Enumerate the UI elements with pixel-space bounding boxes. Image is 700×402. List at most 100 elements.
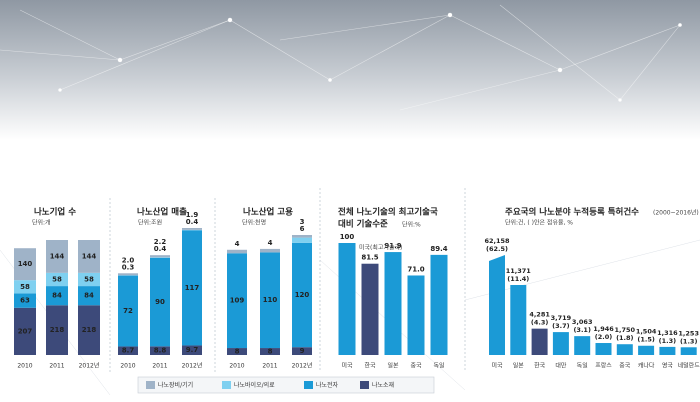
bar-segment [292, 235, 312, 238]
value-label: 0.4 [154, 245, 167, 253]
value-label: 144 [82, 252, 97, 260]
legend-label: 나노장비/기기 [158, 381, 193, 389]
share-label: (1.8) [616, 334, 633, 342]
bar-segment [227, 249, 247, 254]
x-tick-label: 독일 [433, 362, 444, 370]
value-label: 4 [268, 239, 273, 247]
bar-segment [46, 272, 68, 287]
bar-segment [118, 275, 138, 347]
value-label: 84 [84, 292, 94, 300]
chart-unit: 단위:조원 [138, 219, 162, 227]
bar-segment [46, 305, 68, 355]
bar-segment [292, 242, 312, 348]
bar-segment [78, 286, 100, 306]
value-label: 4,281 [529, 311, 550, 319]
chart-title: 나노산업 매출 [137, 207, 187, 218]
bar-segment [150, 257, 170, 347]
value-label: 63 [20, 297, 30, 305]
value-label: 8 [235, 348, 240, 356]
value-label: 8.7 [122, 347, 135, 355]
bar-segment [78, 272, 100, 287]
value-label: 6 [300, 225, 305, 233]
bar [680, 347, 697, 355]
value-label: 4 [235, 240, 240, 248]
panel-dividers [109, 188, 466, 372]
value-label: 11,371 [506, 267, 532, 275]
value-label: 2.2 [154, 238, 167, 246]
value-label: 1,750 [615, 326, 636, 334]
chart-title: 전체 나노기술의 최고기술국 [338, 207, 438, 218]
x-tick-label: 일본 [513, 362, 525, 370]
chart-title: 주요국의 나노분야 누적등록 특허건수 [505, 207, 639, 218]
bar-segment [150, 255, 170, 258]
bar [616, 344, 633, 355]
value-label: 9 [300, 347, 305, 355]
value-label: 72 [123, 307, 133, 315]
chart-unit: 단위:건, ( )안은 점유율, % [505, 219, 573, 227]
value-label: 144 [50, 252, 65, 260]
value-label: 58 [52, 275, 62, 283]
value-label: 117 [185, 284, 200, 292]
share-label: (1.3) [680, 337, 697, 345]
x-tick-label: 영국 [662, 362, 674, 370]
share-label: (3.1) [573, 326, 590, 334]
bar-segment [227, 348, 247, 355]
value-label: 90 [155, 298, 165, 306]
x-tick-label: 중국 [410, 363, 422, 370]
bar-segment [182, 230, 202, 346]
value-label: 1,946 [593, 325, 614, 333]
bar [384, 252, 402, 355]
bar-segment [14, 293, 36, 308]
value-label: 1,504 [636, 328, 657, 336]
bar-segment [150, 346, 170, 355]
chart-subtitle: (2000~2016년) [653, 209, 699, 217]
bar-segment [227, 253, 247, 349]
bar [510, 285, 527, 355]
chart-unit: 단위:개 [32, 219, 51, 227]
value-label: 89.4 [430, 245, 447, 253]
bar-segment [14, 248, 36, 281]
x-tick-label: 미국 [491, 362, 503, 370]
x-tick-label: 미국 [341, 362, 353, 370]
bar [407, 275, 425, 355]
value-label: 1.9 [186, 211, 199, 219]
bar [430, 254, 448, 355]
value-label: 81.5 [361, 254, 378, 262]
value-label: 2.0 [122, 256, 135, 264]
legend-label: 나노소재 [372, 381, 394, 389]
x-tick-label: 독일 [577, 362, 588, 370]
share-label: (4.3) [531, 319, 548, 327]
chart-title: 대비 기술수준 [338, 219, 388, 230]
value-label: 207 [18, 327, 33, 335]
bar-segment [260, 348, 280, 355]
value-label: 109 [230, 297, 245, 305]
bar-segment [14, 307, 36, 355]
x-tick-label: 한국 [364, 363, 376, 370]
value-label: 58 [20, 283, 30, 291]
x-tick-label: 2011 [49, 363, 64, 370]
legend-swatch [146, 381, 155, 389]
bar-segment [260, 248, 280, 253]
bar-segment [78, 305, 100, 355]
share-label: (1.3) [659, 337, 676, 345]
share-label: (62.5) [486, 245, 508, 253]
bar-segment [182, 228, 202, 230]
x-tick-label: 2011 [152, 363, 167, 370]
value-label: 120 [295, 291, 310, 299]
bar [361, 263, 379, 355]
x-tick-label: 2012년 [79, 362, 100, 370]
x-tick-label: 2010 [120, 363, 135, 370]
bar-segment [78, 240, 100, 273]
bar [531, 328, 548, 355]
share-label: (1.5) [637, 336, 654, 344]
value-label: 9.7 [186, 346, 199, 354]
value-label: 58 [84, 275, 94, 283]
x-tick-label: 네덜란드 [678, 362, 700, 370]
bar [489, 255, 505, 355]
bar-segment [182, 345, 202, 355]
x-tick-label: 2012년 [182, 362, 203, 370]
annotation: 미국(최고기술국) [359, 244, 402, 252]
value-label: 3 [300, 218, 305, 226]
chart-title: 나노기업 수 [34, 207, 76, 218]
